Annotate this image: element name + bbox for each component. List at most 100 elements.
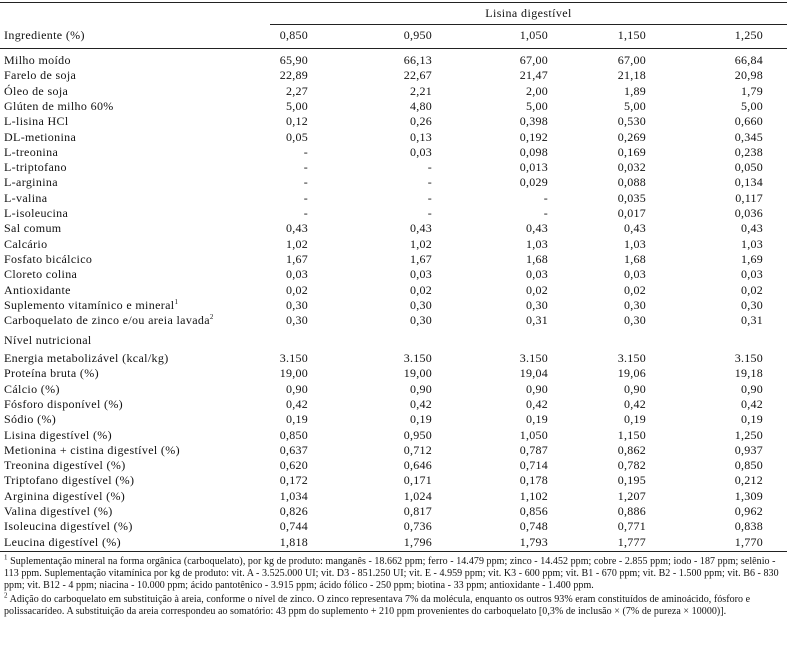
value-cell: 2,27: [286, 83, 308, 98]
table-row: Proteína bruta (%) 19,00 19,00 19,04 19,06 19…: [0, 366, 787, 381]
value-cell: 65,90: [279, 53, 308, 67]
value-cell: 1,03: [526, 236, 548, 251]
value-cell: 66,84: [734, 53, 763, 67]
value-cell: -: [427, 190, 432, 205]
value-cell: 19,06: [617, 366, 646, 381]
value-cell: 0,269: [617, 129, 646, 144]
value-cell: 0,838: [734, 519, 763, 534]
value-cell: 1,68: [526, 251, 548, 266]
value-cell: 0,637: [279, 442, 308, 457]
row-label: Suplemento vitamínico e mineral1: [4, 297, 179, 312]
value-cell: 0,029: [519, 175, 548, 190]
value-cell: 0,714: [519, 458, 548, 473]
value-cell: 0,178: [519, 473, 548, 488]
value-cell: 0,03: [410, 144, 432, 159]
value-cell: 0,950: [403, 427, 432, 442]
value-cell: 0,646: [403, 458, 432, 473]
table-row: Glúten de milho 60% 5,00 4,80 5,00 5,00 5,00: [0, 99, 787, 114]
value-cell: 0,962: [734, 504, 763, 518]
value-cell: 0,035: [617, 190, 646, 205]
value-cell: 1,03: [741, 236, 763, 251]
value-cell: 3.150: [617, 351, 646, 365]
value-cell: 0,30: [286, 313, 308, 328]
level-header: 1,050: [519, 28, 548, 42]
value-cell: 0,02: [624, 282, 646, 297]
value-cell: 0,31: [741, 313, 763, 328]
value-cell: 0,856: [519, 504, 548, 518]
value-cell: 0,42: [286, 396, 308, 411]
value-cell: 0,03: [410, 267, 432, 282]
value-cell: 0,398: [519, 114, 548, 129]
value-cell: 3.150: [519, 351, 548, 365]
footnote-ref: 2: [209, 313, 214, 322]
value-cell: 0,050: [734, 160, 763, 175]
value-cell: 0,117: [735, 190, 763, 205]
row-label: Triptofano digestível (%): [4, 473, 135, 488]
value-cell: -: [303, 160, 308, 175]
table-row: L-valina - - - 0,035 0,117: [0, 191, 787, 206]
table-row: Valina digestível (%) 0,826 0,817 0,856 0,88…: [0, 504, 787, 519]
row-label: Milho moído: [4, 53, 71, 67]
value-cell: 0,02: [526, 282, 548, 297]
table-row: Farelo de soja 22,89 22,67 21,47 21,18 20,98: [0, 68, 787, 83]
value-cell: 1,770: [734, 534, 763, 549]
nutritional-section-title: Nível nutricional: [4, 333, 92, 347]
row-label: Antioxidante: [4, 282, 71, 297]
table-row: L-isoleucina - - - 0,017 0,036: [0, 206, 787, 221]
value-cell: 19,00: [279, 366, 308, 381]
value-cell: 0,937: [734, 442, 763, 457]
column-header-row: Ingrediente (%) 0,850 0,950 1,050 1,150 …: [0, 28, 787, 43]
footnote-mark: 2: [4, 591, 8, 600]
header-bottom-rule: [0, 48, 787, 49]
value-cell: 1,69: [741, 251, 763, 266]
lysine-group-header: Lisina digestível: [485, 6, 572, 20]
value-cell: 0,782: [617, 458, 646, 473]
value-cell: 0,212: [734, 473, 763, 488]
value-cell: 0,192: [519, 129, 548, 144]
value-cell: 0,238: [734, 144, 763, 159]
value-cell: 0,017: [617, 206, 646, 220]
row-label: L-lisina HCl: [4, 114, 69, 129]
table-row: Fósforo disponível (%) 0,42 0,42 0,42 0,42 0,…: [0, 397, 787, 412]
value-cell: 20,98: [734, 68, 763, 83]
footnote-ref: 1: [174, 297, 179, 306]
table-row: Energia metabolizável (kcal/kg) 3.150 3.15…: [0, 351, 787, 366]
row-label: Farelo de soja: [4, 68, 77, 83]
value-cell: 19,18: [734, 366, 763, 381]
value-cell: 0,712: [403, 442, 432, 457]
value-cell: 1,796: [403, 534, 432, 549]
value-cell: 66,13: [403, 53, 432, 67]
row-label: Treonina digestível (%): [4, 458, 126, 473]
row-label: Cloreto colina: [4, 267, 78, 282]
value-cell: 0,02: [410, 282, 432, 297]
footnote-mark: 1: [4, 553, 8, 562]
table-row: L-triptofano - - 0,013 0,032 0,050: [0, 160, 787, 175]
value-cell: 0,30: [410, 297, 432, 312]
table-row: DL-metionina 0,05 0,13 0,192 0,269 0,345: [0, 130, 787, 145]
row-label: Carboquelato de zinco e/ou areia lavada2: [4, 313, 214, 328]
value-cell: 0,169: [617, 144, 646, 159]
row-label: DL-metionina: [4, 129, 77, 144]
value-cell: 0,12: [286, 114, 308, 129]
value-cell: 0,850: [279, 427, 308, 442]
value-cell: 5,00: [526, 98, 548, 113]
value-cell: -: [303, 175, 308, 190]
value-cell: 0,30: [286, 297, 308, 312]
value-cell: 0,30: [624, 297, 646, 312]
level-header: 1,250: [734, 28, 763, 42]
value-cell: -: [303, 144, 308, 159]
table-row: Arginina digestível (%) 1,034 1,024 1,102 1,…: [0, 489, 787, 504]
value-cell: 4,80: [410, 98, 432, 113]
value-cell: 0,42: [526, 396, 548, 411]
value-cell: 0,530: [617, 114, 646, 129]
row-label: L-treonina: [4, 144, 59, 159]
value-cell: 1,024: [403, 488, 432, 503]
value-cell: 0,03: [624, 267, 646, 282]
value-cell: 1,79: [741, 83, 763, 98]
table-row: L-arginina - - 0,029 0,088 0,134: [0, 175, 787, 190]
value-cell: 0,036: [734, 206, 763, 220]
table-row: Sódio (%) 0,19 0,19 0,19 0,19 0,19: [0, 412, 787, 427]
row-label: Óleo de soja: [4, 83, 69, 98]
level-header: 0,850: [279, 28, 308, 42]
row-label: Cálcio (%): [4, 381, 60, 396]
